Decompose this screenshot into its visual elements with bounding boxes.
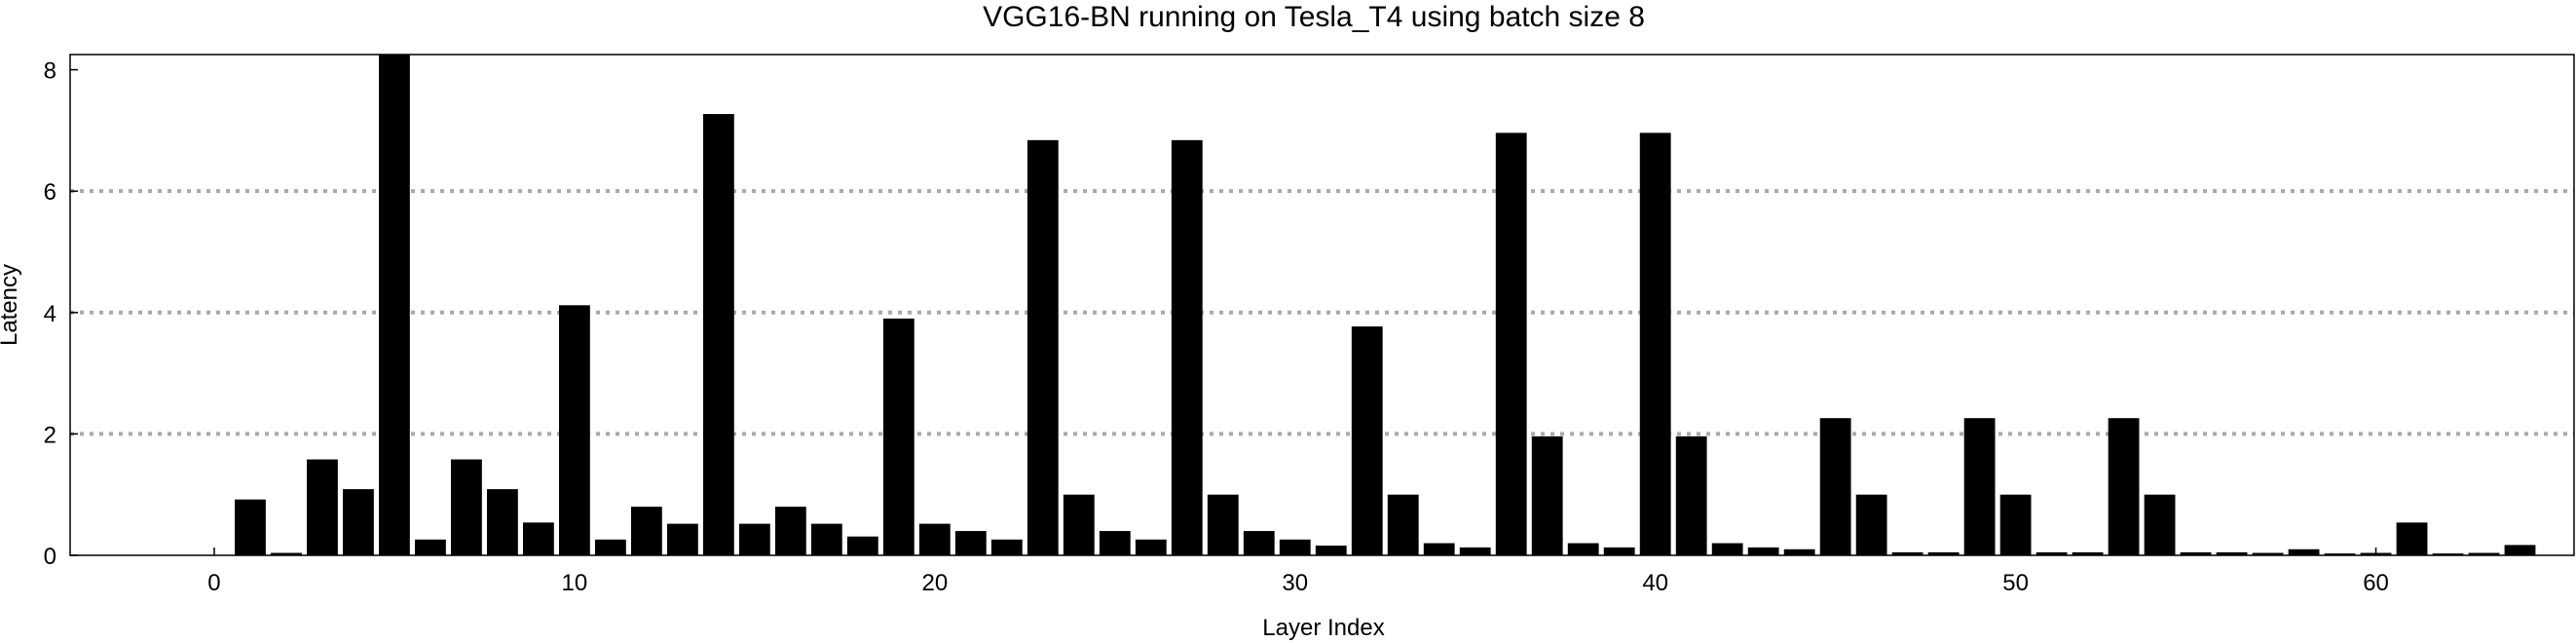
bar <box>2180 551 2212 555</box>
bar <box>2324 553 2356 555</box>
bar <box>558 305 590 555</box>
bar <box>2468 552 2500 555</box>
bar <box>1891 551 1923 555</box>
bar <box>235 499 266 555</box>
bar <box>1711 543 1743 555</box>
bar <box>1495 132 1527 555</box>
bar <box>2504 545 2536 555</box>
bar <box>1819 418 1851 555</box>
bar <box>810 523 842 555</box>
bar <box>774 507 806 555</box>
bar <box>1927 551 1960 555</box>
bar <box>1027 139 1059 555</box>
x-ticks: 0 10 20 30 40 50 60 <box>207 548 2389 596</box>
bar <box>451 459 482 555</box>
bar <box>379 55 410 555</box>
bar <box>271 552 302 555</box>
y-tick-label: 6 <box>44 179 56 206</box>
bar <box>1459 547 1491 555</box>
bar <box>1387 494 1419 555</box>
y-tick-label: 2 <box>44 422 56 448</box>
bar <box>2432 553 2464 555</box>
y-tick-label: 4 <box>44 301 56 327</box>
bar <box>1423 543 1455 555</box>
bar <box>990 539 1023 555</box>
x-tick-label: 60 <box>2363 570 2389 596</box>
bar <box>1675 435 1707 555</box>
bar <box>1747 547 1779 555</box>
bar <box>954 531 987 555</box>
bar <box>1279 539 1311 555</box>
bar <box>1207 494 1239 555</box>
x-tick-label: 40 <box>1642 570 1668 596</box>
bar <box>702 114 734 555</box>
y-axis-label: Latency <box>0 264 22 346</box>
x-tick-label: 20 <box>921 570 948 596</box>
chart-title: VGG16-BN running on Tesla_T4 using batch… <box>983 1 1645 33</box>
bars <box>235 55 2536 555</box>
bar <box>1963 418 1996 555</box>
x-tick-label: 30 <box>1282 570 1308 596</box>
bar <box>1171 139 1203 555</box>
bar <box>2108 418 2140 555</box>
bar <box>2252 552 2284 555</box>
y-tick-label: 8 <box>44 58 56 85</box>
bar <box>1639 132 1671 555</box>
bar <box>1243 531 1275 555</box>
bar <box>666 523 698 555</box>
bar <box>846 536 878 555</box>
x-tick-label: 0 <box>207 570 220 596</box>
y-ticks: 0 2 4 6 8 <box>44 58 78 570</box>
x-tick-label: 10 <box>562 570 588 596</box>
bar <box>1603 547 1635 555</box>
bar <box>2216 551 2248 555</box>
x-tick-label: 50 <box>2002 570 2029 596</box>
bar <box>1099 531 1131 555</box>
bar <box>1855 494 1887 555</box>
bar <box>2288 548 2320 555</box>
bar <box>594 539 626 555</box>
bar <box>307 459 338 555</box>
bar <box>487 489 518 555</box>
bar <box>1315 546 1347 555</box>
plot-frame <box>69 54 2575 556</box>
bar <box>2035 551 2068 555</box>
bar <box>2396 522 2428 555</box>
bar <box>1999 494 2032 555</box>
bar <box>415 539 446 555</box>
x-axis-label: Layer Index <box>1262 615 1384 641</box>
bar <box>1135 539 1167 555</box>
bar <box>343 489 374 555</box>
bar <box>1531 435 1563 555</box>
bar <box>630 507 662 555</box>
bar <box>1063 494 1095 555</box>
y-tick-label: 0 <box>44 544 56 570</box>
bar <box>1783 548 1815 555</box>
gridlines <box>70 189 2574 436</box>
bar <box>882 319 915 555</box>
bar <box>2072 551 2104 555</box>
bar <box>2144 494 2176 555</box>
bar <box>1567 543 1599 555</box>
bar <box>522 522 554 555</box>
bar <box>738 523 770 555</box>
bar <box>1351 326 1383 555</box>
